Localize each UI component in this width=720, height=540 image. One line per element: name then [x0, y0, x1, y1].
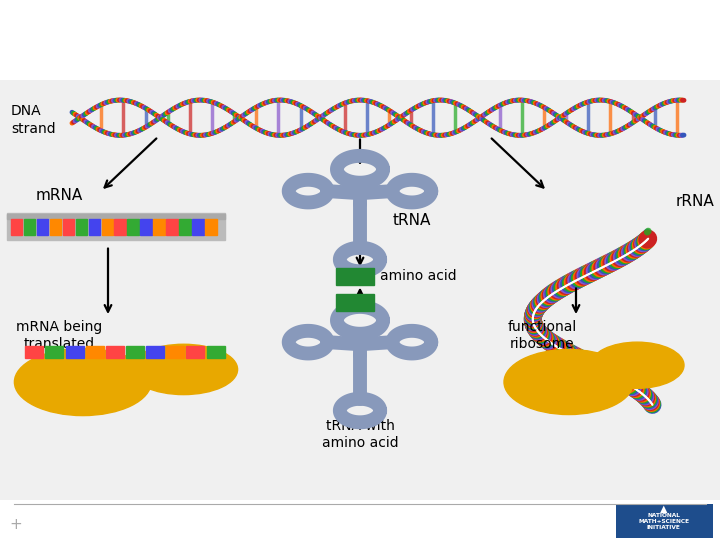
Text: NATIONAL
MATH+SCIENCE
INITIATIVE: NATIONAL MATH+SCIENCE INITIATIVE	[638, 513, 690, 530]
Text: +: +	[9, 517, 22, 532]
Bar	[186, 346, 204, 357]
Bar	[166, 346, 184, 357]
Bar	[179, 219, 191, 235]
Text: Three Main Types of RNA: Three Main Types of RNA	[118, 25, 602, 63]
Text: functional
ribosome: functional ribosome	[508, 320, 577, 351]
Bar	[7, 213, 225, 240]
Bar	[114, 219, 126, 235]
Text: tRNA with
amino acid: tRNA with amino acid	[322, 420, 398, 450]
Text: amino acid: amino acid	[380, 269, 456, 283]
Bar	[7, 214, 225, 219]
Bar	[50, 219, 61, 235]
Bar	[336, 294, 374, 310]
Text: DNA
strand: DNA strand	[11, 104, 55, 136]
Bar	[66, 346, 84, 357]
Bar	[140, 219, 152, 235]
Bar	[63, 219, 74, 235]
Bar	[153, 219, 165, 235]
Bar	[207, 346, 225, 357]
Bar	[86, 346, 104, 357]
Text: tRNA: tRNA	[392, 213, 431, 228]
Ellipse shape	[130, 345, 238, 395]
Bar	[616, 504, 713, 538]
Bar	[76, 219, 87, 235]
Bar	[106, 346, 124, 357]
Bar	[146, 346, 164, 357]
Bar	[24, 219, 35, 235]
Ellipse shape	[590, 342, 684, 388]
Bar	[166, 219, 178, 235]
Bar	[37, 219, 48, 235]
Bar	[102, 219, 113, 235]
Bar	[192, 219, 204, 235]
Bar	[11, 219, 22, 235]
Bar	[126, 346, 144, 357]
Bar	[336, 268, 374, 285]
Bar	[89, 219, 100, 235]
Bar	[25, 346, 43, 357]
Bar	[127, 219, 139, 235]
Text: rRNA: rRNA	[675, 194, 714, 209]
Text: mRNA being
translated: mRNA being translated	[16, 320, 102, 351]
Ellipse shape	[504, 349, 634, 415]
Ellipse shape	[14, 348, 151, 416]
Bar	[45, 346, 63, 357]
Text: mRNA: mRNA	[36, 188, 84, 203]
Text: ▲: ▲	[660, 503, 667, 514]
Bar	[205, 219, 217, 235]
